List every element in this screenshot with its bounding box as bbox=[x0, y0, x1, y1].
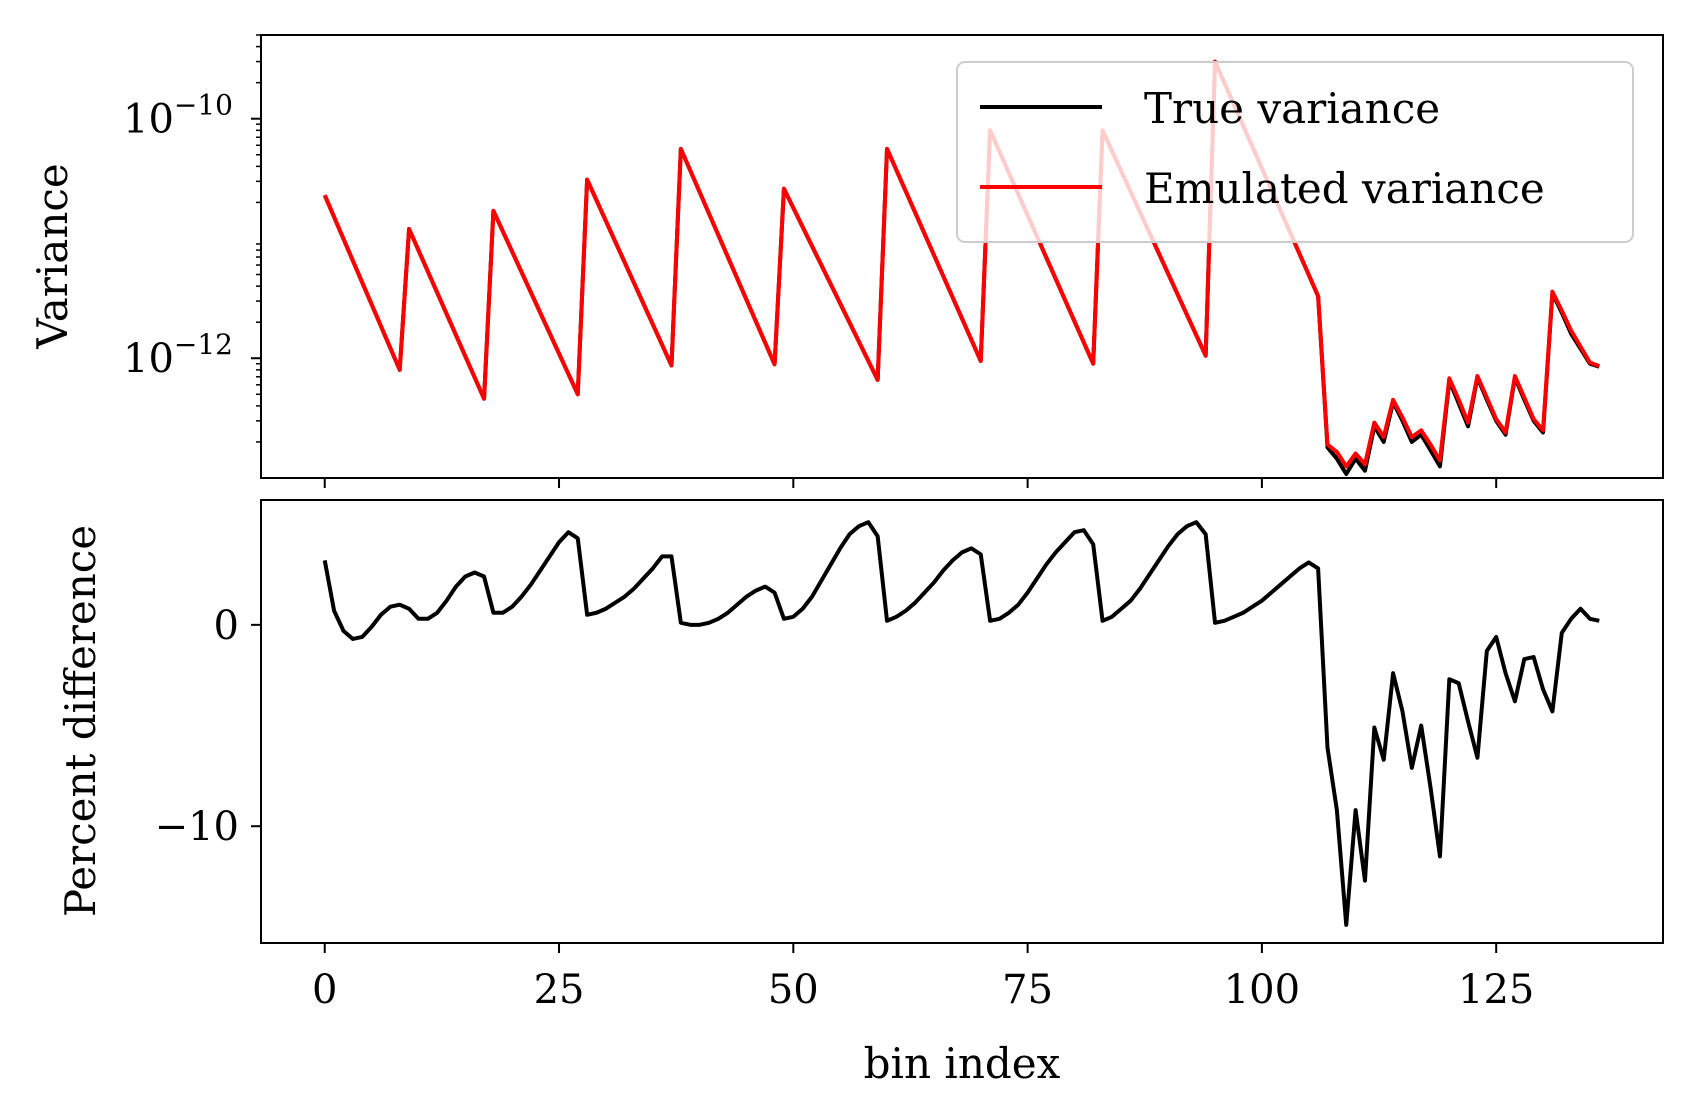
percent-difference-plot-area bbox=[322, 520, 1600, 927]
variance-y-tick-label: 10−10 bbox=[123, 89, 233, 143]
x-axis-label: bin index bbox=[864, 1039, 1061, 1088]
series-line-percent-difference bbox=[322, 520, 1600, 927]
x-tick-label: 125 bbox=[1458, 967, 1534, 1013]
x-tick-label: 50 bbox=[768, 967, 819, 1013]
percent-difference-ticks: 0 25 50 75 100 125 0 −10 bbox=[155, 603, 1535, 1013]
percent-difference-y-tick-label: 0 bbox=[214, 603, 239, 649]
variance-plot-area bbox=[322, 59, 1600, 476]
variance-ticks: 10−10 10−12 bbox=[123, 34, 1498, 488]
x-tick-label: 25 bbox=[534, 967, 585, 1013]
x-tick-label: 75 bbox=[1002, 967, 1053, 1013]
legend-box bbox=[956, 61, 1634, 243]
legend: True variance Emulated variance bbox=[956, 61, 1634, 243]
percent-difference-panel-frame bbox=[260, 499, 1664, 944]
x-tick-label: 100 bbox=[1224, 967, 1300, 1013]
legend-label-emulated-variance: Emulated variance bbox=[1144, 164, 1545, 213]
legend-label-true-variance: True variance bbox=[1144, 84, 1440, 133]
series-line-emulated-variance bbox=[322, 59, 1600, 469]
percent-difference-panel: 0 25 50 75 100 125 0 −10 Percent difference bin… bbox=[56, 499, 1664, 1088]
percent-difference-y-tick-label: −10 bbox=[155, 804, 239, 850]
variance-panel: 10−10 10−12 Variance True variance Emulat… bbox=[28, 34, 1664, 488]
variance-y-label: Variance bbox=[28, 163, 77, 350]
variance-y-tick-label: 10−12 bbox=[123, 328, 233, 382]
percent-difference-y-label: Percent difference bbox=[56, 525, 105, 917]
x-tick-label: 0 bbox=[312, 967, 337, 1013]
